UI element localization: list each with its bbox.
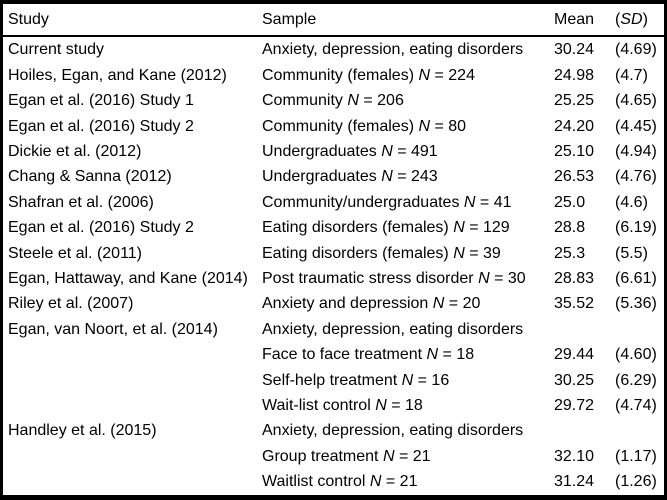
sd-cell: (4.60) (615, 346, 657, 364)
study-cell: Egan, Hattaway, and Kane (2014) (8, 269, 248, 287)
column-header-study: Study (3, 4, 262, 37)
sd-cell: (1.17) (615, 447, 657, 465)
sd-cell: (5.36) (615, 295, 657, 313)
sample-cell: Eating disorders (females) N = 129 (262, 219, 510, 237)
table-row: Chang & Sanna (2012) Undergraduates N = … (3, 165, 664, 190)
column-header-sd: (SD) (615, 4, 664, 37)
mean-cell: 32.10 (554, 447, 595, 465)
study-cell: Chang & Sanna (2012) (8, 168, 172, 186)
study-cell: Egan et al. (2016) Study 1 (8, 92, 194, 110)
sd-cell: (6.61) (615, 269, 657, 287)
study-cell: Hoiles, Egan, and Kane (2012) (8, 66, 227, 84)
table-row: Egan, Hattaway, and Kane (2014) Post tra… (3, 266, 664, 291)
table-row: Egan, van Noort, et al. (2014) Anxiety, … (3, 317, 664, 342)
mean-cell: 30.24 (554, 41, 595, 58)
sample-cell: Anxiety, depression, eating disorders (262, 41, 524, 58)
mean-cell (554, 419, 615, 444)
study-cell: Steele et al. (2011) (8, 244, 143, 262)
sample-cell: Group treatment N = 21 (262, 447, 431, 465)
table-row: Dickie et al. (2012) Undergraduates N = … (3, 139, 664, 164)
sd-cell (615, 419, 664, 444)
sd-cell: (1.26) (615, 473, 657, 491)
study-cell: Current study (8, 41, 105, 58)
sd-cell: (4.65) (615, 92, 657, 110)
mean-cell: 24.98 (554, 66, 595, 84)
study-cell (3, 342, 262, 367)
sd-cell: (4.45) (615, 117, 657, 135)
study-cell (3, 444, 262, 469)
table-body: Current study Anxiety, depression, eatin… (3, 36, 664, 495)
sd-cell (615, 317, 664, 342)
study-cell: Egan, van Noort, et al. (2014) (8, 320, 218, 338)
sample-cell: Waitlist control N = 21 (262, 473, 418, 491)
sd-cell: (4.76) (615, 168, 657, 186)
study-cell (3, 368, 262, 393)
sd-cell: (6.19) (615, 219, 657, 237)
sample-cell: Anxiety and depression N = 20 (262, 295, 481, 313)
sample-cell: Anxiety, depression, eating disorders (262, 422, 524, 440)
mean-cell: 25.3 (554, 244, 586, 262)
sample-cell: Face to face treatment N = 18 (262, 346, 475, 364)
mean-cell: 28.83 (554, 269, 595, 287)
table-row: Riley et al. (2007) Anxiety and depressi… (3, 292, 664, 317)
table-row: Group treatment N = 21 32.10 (1.17) (3, 444, 664, 469)
mean-cell: 30.25 (554, 371, 595, 389)
study-cell: Egan et al. (2016) Study 2 (8, 219, 194, 237)
study-cell: Egan et al. (2016) Study 2 (8, 117, 194, 135)
mean-cell: 29.72 (554, 396, 595, 414)
table-header: Study Sample Mean (SD) (3, 4, 664, 37)
mean-cell: 28.8 (554, 219, 586, 237)
mean-cell: 25.25 (554, 92, 595, 110)
column-header-mean: Mean (554, 4, 615, 37)
sample-cell: Undergraduates N = 243 (262, 168, 438, 186)
table-row: Self-help treatment N = 16 30.25 (6.29) (3, 368, 664, 393)
sample-cell: Self-help treatment N = 16 (262, 371, 450, 389)
table-row: Waitlist control N = 21 31.24 (1.26) (3, 470, 664, 496)
mean-cell: 29.44 (554, 346, 595, 364)
table-row: Hoiles, Egan, and Kane (2012) Community … (3, 63, 664, 88)
table-row: Current study Anxiety, depression, eatin… (3, 36, 664, 63)
study-cell: Handley et al. (2015) (8, 422, 157, 440)
sample-cell: Undergraduates N = 491 (262, 142, 438, 160)
sd-cell: (4.7) (615, 66, 648, 84)
column-header-sample: Sample (262, 4, 554, 37)
study-cell (3, 470, 262, 496)
sample-cell: Community/undergraduates N = 41 (262, 193, 512, 211)
mean-cell: 35.52 (554, 295, 595, 313)
table-row: Egan et al. (2016) Study 2 Community (fe… (3, 114, 664, 139)
table-row: Face to face treatment N = 18 29.44 (4.6… (3, 342, 664, 367)
study-norms-table: Study Sample Mean (SD) Current study Anx… (3, 4, 664, 495)
sample-cell: Anxiety, depression, eating disorders (262, 320, 524, 338)
sd-cell: (4.6) (615, 193, 648, 211)
sample-cell: Community (females) N = 224 (262, 66, 475, 84)
sample-cell: Post traumatic stress disorder N = 30 (262, 269, 526, 287)
sd-cell: (6.29) (615, 371, 657, 389)
mean-cell: 25.0 (554, 193, 586, 211)
mean-cell: 31.24 (554, 473, 595, 491)
table-row: Egan et al. (2016) Study 1 Community N =… (3, 88, 664, 113)
study-cell: Dickie et al. (2012) (8, 142, 142, 160)
table-row: Shafran et al. (2006) Community/undergra… (3, 190, 664, 215)
mean-cell: 24.20 (554, 117, 595, 135)
sample-cell: Eating disorders (females) N = 39 (262, 244, 501, 262)
study-cell: Shafran et al. (2006) (8, 193, 154, 211)
mean-cell (554, 317, 615, 342)
study-cell: Riley et al. (2007) (8, 295, 134, 313)
sd-cell: (5.5) (615, 244, 648, 262)
table-row: Steele et al. (2011) Eating disorders (f… (3, 241, 664, 266)
sample-cell: Community N = 206 (262, 92, 404, 110)
sample-cell: Community (females) N = 80 (262, 117, 467, 135)
sample-cell: Wait-list control N = 18 (262, 396, 423, 414)
sd-cell: (4.69) (615, 41, 657, 58)
mean-cell: 26.53 (554, 168, 595, 186)
header-row: Study Sample Mean (SD) (3, 4, 664, 37)
table-row: Wait-list control N = 18 29.72 (4.74) (3, 393, 664, 418)
study-cell (3, 393, 262, 418)
table-row: Handley et al. (2015) Anxiety, depressio… (3, 419, 664, 444)
sd-cell: (4.94) (615, 142, 657, 160)
mean-cell: 25.10 (554, 142, 595, 160)
sd-cell: (4.74) (615, 396, 657, 414)
table-row: Egan et al. (2016) Study 2 Eating disord… (3, 215, 664, 240)
